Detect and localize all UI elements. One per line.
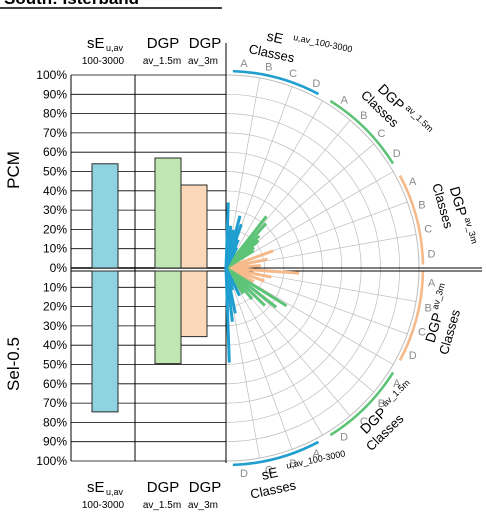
y-tick-label: 80%: [43, 107, 67, 121]
class-letter: C: [418, 327, 426, 339]
polar-grid-spoke: [225, 100, 323, 269]
class-letter: C: [377, 128, 385, 140]
header-labels: sE u,av 100-3000 DGP DGP av_1.5m av_3m: [82, 35, 221, 67]
y-tick-label: 70%: [43, 126, 67, 140]
y-tick-label: 20%: [43, 300, 67, 314]
y-tick-label: 0%: [50, 261, 68, 275]
bar-sel-se: [91, 270, 119, 413]
class-letter: B: [425, 302, 432, 314]
y-tick-label: 40%: [43, 184, 67, 198]
y-tick-label: 70%: [43, 396, 67, 410]
polar-grid-spoke: [225, 267, 323, 436]
footer-dgp-b-sub: av_3m: [188, 500, 218, 511]
footer-dgp-a-sub: av_1.5m: [143, 500, 181, 511]
footer-se-main: sE: [87, 479, 105, 496]
ray-dgp15-pcm: [225, 249, 255, 270]
header-dgp-b: DGP: [189, 35, 222, 52]
group-label-main: sE: [260, 464, 279, 483]
class-letter: A: [428, 277, 436, 289]
class-letter: D: [428, 249, 436, 261]
group-label-classes: Classes: [249, 477, 298, 501]
class-letter: A: [240, 58, 248, 70]
class-letter: B: [378, 398, 385, 410]
bar-sel-dgp3: [180, 270, 208, 338]
footer-dgp-a: DGP: [147, 479, 180, 496]
ray-se-pcm: [224, 246, 239, 269]
class-letter: C: [289, 68, 297, 80]
class-letter: B: [360, 110, 367, 122]
polar-grid-spoke: [225, 267, 293, 450]
arc-se-top: [232, 69, 320, 96]
header-dgp-b-sub: av_3m: [188, 56, 218, 67]
class-letter: B: [265, 62, 272, 74]
class-letter: A: [393, 378, 401, 390]
arc-se-bottom: [232, 440, 320, 467]
sel-label: Sel-0.5: [4, 337, 23, 391]
header-dgp-a-sub: av_1.5m: [143, 56, 181, 67]
header-se-sub: u,av: [106, 43, 124, 53]
group-label-sub: av_1.5m: [404, 103, 436, 134]
class-letter: D: [340, 432, 348, 444]
group-label-sub: av_3m: [463, 216, 480, 245]
bar-sel-dgp15: [154, 270, 182, 365]
y-tick-label: 40%: [43, 338, 67, 352]
footer-se-sub: u,av: [106, 487, 124, 497]
class-letter: D: [393, 148, 401, 160]
group-label-sub: u,av_100-3000: [292, 32, 353, 54]
header-se-main: sE: [87, 35, 105, 52]
bar-pcm-dgp15: [154, 157, 182, 269]
header-se-range: 100-3000: [82, 56, 125, 67]
y-tick-label: 60%: [43, 377, 67, 391]
y-tick-label: 10%: [43, 280, 67, 294]
class-letter: C: [265, 464, 273, 476]
y-tick-label: 100%: [36, 68, 67, 82]
arc-dgp15-top: [329, 99, 395, 165]
class-letter: D: [409, 350, 417, 362]
y-tick-label: 10%: [43, 242, 67, 256]
ray-se-sel: [224, 267, 241, 297]
ray-dgp3-sel: [225, 266, 300, 275]
y-tick-label: 30%: [43, 319, 67, 333]
y-tick-label: 30%: [43, 203, 67, 217]
class-letter: A: [340, 94, 348, 106]
class-letter: D: [312, 78, 320, 90]
y-tick-label: 50%: [43, 358, 67, 372]
y-tick-label: 90%: [43, 87, 67, 101]
class-letter: A: [409, 176, 417, 188]
class-letter: C: [360, 416, 368, 428]
y-tick-label: 60%: [43, 145, 67, 159]
pcm-label: PCM: [4, 151, 23, 189]
footer-labels: sE u,av 100-3000 DGP DGP av_1.5m av_3m: [82, 479, 221, 511]
arc-dgp15-bottom: [329, 371, 395, 437]
footer-se-range: 100-3000: [82, 500, 125, 511]
footer-dgp-b: DGP: [189, 479, 222, 496]
class-letter: C: [424, 224, 432, 236]
y-tick-label: 50%: [43, 165, 67, 179]
class-letter: B: [289, 458, 296, 470]
group-label-main: sE: [265, 28, 284, 47]
class-letter: B: [418, 199, 425, 211]
y-tick-label: 90%: [43, 435, 67, 449]
bar-pcm-se: [91, 163, 119, 269]
class-letter: D: [240, 468, 248, 480]
arc-dgp3-bottom: [398, 271, 425, 362]
arc-dgp3-top: [398, 174, 425, 265]
bar-pcm-dgp3: [180, 184, 208, 269]
y-tick-label: 80%: [43, 415, 67, 429]
header-dgp-a: DGP: [147, 35, 180, 52]
chart-title: South: Isterband: [4, 0, 139, 8]
y-tick-label: 100%: [36, 454, 67, 468]
left-panel: 100% 90% 80% 70% 60% 50% 40% 30% 20% 10% 0% 10% 20% 3…: [4, 35, 226, 511]
y-tick-label: 20%: [43, 222, 67, 236]
class-letter: A: [313, 448, 321, 460]
